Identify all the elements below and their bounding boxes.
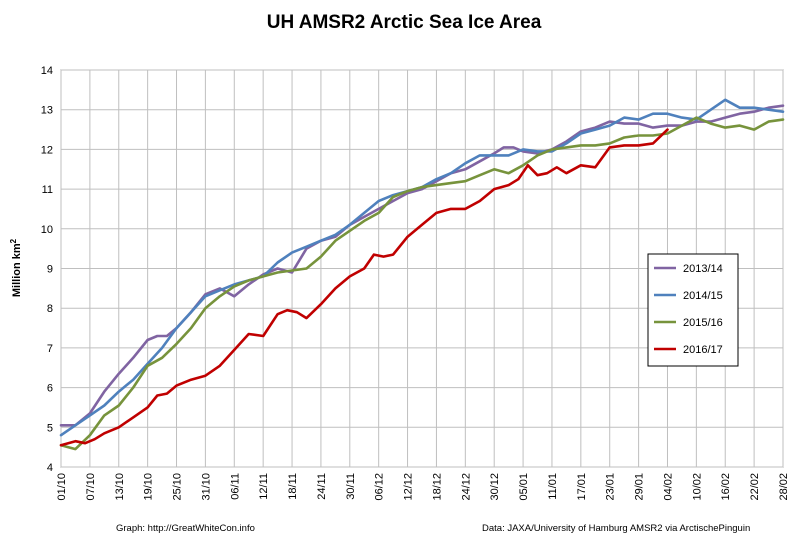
x-tick-label: 06/11 bbox=[229, 473, 241, 500]
x-tick-label: 17/01 bbox=[576, 473, 588, 501]
y-tick-label: 13 bbox=[41, 105, 53, 117]
x-tick-label: 07/10 bbox=[85, 473, 97, 501]
x-tick-label: 28/02 bbox=[778, 473, 790, 501]
x-tick-label: 31/10 bbox=[200, 473, 212, 501]
y-tick-label: 12 bbox=[41, 144, 53, 156]
x-tick-label: 24/12 bbox=[460, 473, 472, 501]
x-tick-label: 23/01 bbox=[605, 473, 617, 501]
footer-credit: Graph: http://GreatWhiteCon.info bbox=[116, 523, 255, 534]
chart-title: UH AMSR2 Arctic Sea Ice Area bbox=[267, 12, 542, 33]
legend-label: 2016/17 bbox=[683, 344, 723, 356]
x-tick-label: 18/11 bbox=[287, 473, 299, 500]
y-tick-label: 10 bbox=[41, 224, 53, 236]
x-tick-label: 01/10 bbox=[56, 473, 68, 501]
x-tick-label: 30/11 bbox=[345, 473, 357, 500]
y-tick-label: 14 bbox=[41, 65, 53, 77]
y-tick-label: 4 bbox=[47, 462, 53, 474]
y-tick-label: 7 bbox=[47, 343, 53, 355]
y-tick-label: 9 bbox=[47, 264, 53, 276]
legend-label: 2013/14 bbox=[683, 263, 723, 275]
x-tick-label: 12/11 bbox=[258, 473, 270, 500]
y-tick-label: 5 bbox=[47, 422, 53, 434]
y-tick-label: 8 bbox=[47, 303, 53, 315]
x-tick-label: 18/12 bbox=[431, 473, 443, 501]
x-tick-label: 24/11 bbox=[316, 473, 328, 500]
x-tick-label: 04/02 bbox=[662, 473, 674, 501]
x-tick-label: 05/01 bbox=[518, 473, 530, 501]
x-tick-label: 22/02 bbox=[749, 473, 761, 501]
x-tick-label: 12/12 bbox=[403, 473, 415, 501]
x-tick-label: 29/01 bbox=[634, 473, 646, 501]
y-tick-label: 11 bbox=[42, 184, 53, 196]
series-line-2016-17 bbox=[59, 128, 669, 447]
x-tick-label: 13/10 bbox=[114, 473, 126, 501]
legend-box bbox=[647, 253, 739, 367]
x-tick-label: 30/12 bbox=[489, 473, 501, 501]
x-tick-label: 06/12 bbox=[374, 473, 386, 501]
y-tick-label: 6 bbox=[47, 383, 53, 395]
x-tick-label: 19/10 bbox=[143, 473, 155, 501]
y-axis-label: Million km2 bbox=[9, 238, 23, 297]
legend-label: 2015/16 bbox=[683, 317, 723, 329]
x-tick-label: 10/02 bbox=[691, 473, 703, 501]
x-tick-label: 25/10 bbox=[172, 473, 184, 501]
x-tick-label: 16/02 bbox=[720, 473, 732, 501]
legend: 2013/14 2014/15 2015/16 2016/17 bbox=[647, 253, 739, 367]
footer-source: Data: JAXA/University of Hamburg AMSR2 v… bbox=[482, 523, 750, 534]
legend-label: 2014/15 bbox=[683, 290, 723, 302]
x-tick-label: 11/01 bbox=[547, 473, 559, 500]
